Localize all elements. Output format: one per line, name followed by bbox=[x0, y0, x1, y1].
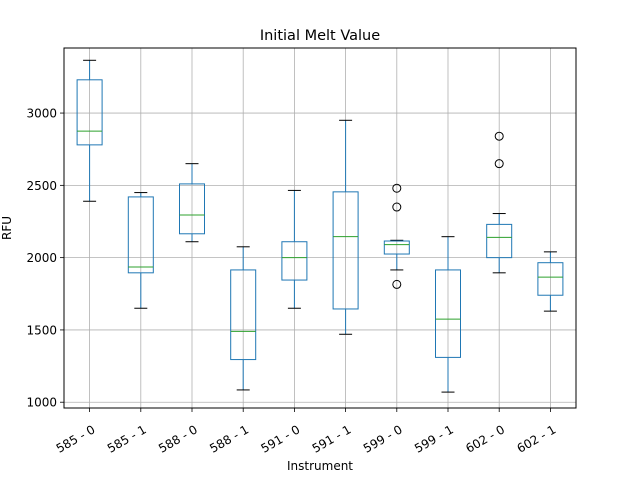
box-series bbox=[76, 59, 564, 393]
x-tick-label: 591 - 1 bbox=[310, 422, 354, 455]
outlier-point bbox=[392, 183, 402, 193]
x-tick-label: 602 - 1 bbox=[515, 422, 559, 455]
x-tick-label: 585 - 0 bbox=[54, 422, 98, 455]
x-tick-label: 599 - 1 bbox=[412, 422, 456, 455]
box-group bbox=[230, 246, 257, 391]
y-axis-title: RFU bbox=[0, 216, 14, 240]
outlier-point bbox=[392, 279, 402, 289]
outlier-point bbox=[494, 159, 504, 169]
y-tick-label: 1000 bbox=[26, 396, 57, 410]
box-iqr bbox=[435, 269, 461, 358]
box-group bbox=[127, 192, 154, 309]
box-group bbox=[486, 131, 513, 274]
box-group bbox=[179, 163, 205, 243]
grid-lines bbox=[64, 48, 576, 408]
y-tick-label: 2500 bbox=[26, 179, 57, 193]
box-iqr bbox=[179, 183, 205, 235]
x-tick-label: 588 - 0 bbox=[156, 422, 200, 455]
box-iqr bbox=[486, 223, 513, 259]
box-iqr bbox=[383, 240, 410, 255]
x-tick-label: 588 - 1 bbox=[207, 422, 251, 455]
box-iqr bbox=[281, 241, 308, 281]
box-group bbox=[435, 236, 461, 393]
box-iqr bbox=[537, 262, 564, 296]
x-tick-label: 591 - 0 bbox=[259, 422, 303, 455]
x-tick-label: 585 - 1 bbox=[105, 422, 149, 455]
box-iqr bbox=[230, 269, 257, 361]
chart-title: Initial Melt Value bbox=[260, 28, 380, 44]
box-group bbox=[332, 119, 359, 335]
box-group bbox=[281, 189, 308, 309]
plot-area-frame bbox=[63, 47, 577, 409]
x-axis-title: Instrument bbox=[287, 459, 353, 473]
x-tick-label: 602 - 0 bbox=[463, 422, 507, 455]
y-tick-label: 2000 bbox=[26, 251, 57, 265]
box-iqr bbox=[127, 196, 154, 274]
box-group bbox=[76, 59, 103, 202]
box-iqr bbox=[332, 191, 359, 310]
outlier-point bbox=[392, 202, 402, 212]
box-group bbox=[537, 251, 564, 312]
box-iqr bbox=[76, 79, 103, 146]
box-group bbox=[383, 183, 410, 289]
outlier-point bbox=[494, 131, 504, 141]
y-tick-label: 3000 bbox=[26, 107, 57, 121]
y-tick-label: 1500 bbox=[26, 323, 57, 337]
x-tick-label: 599 - 0 bbox=[361, 422, 405, 455]
